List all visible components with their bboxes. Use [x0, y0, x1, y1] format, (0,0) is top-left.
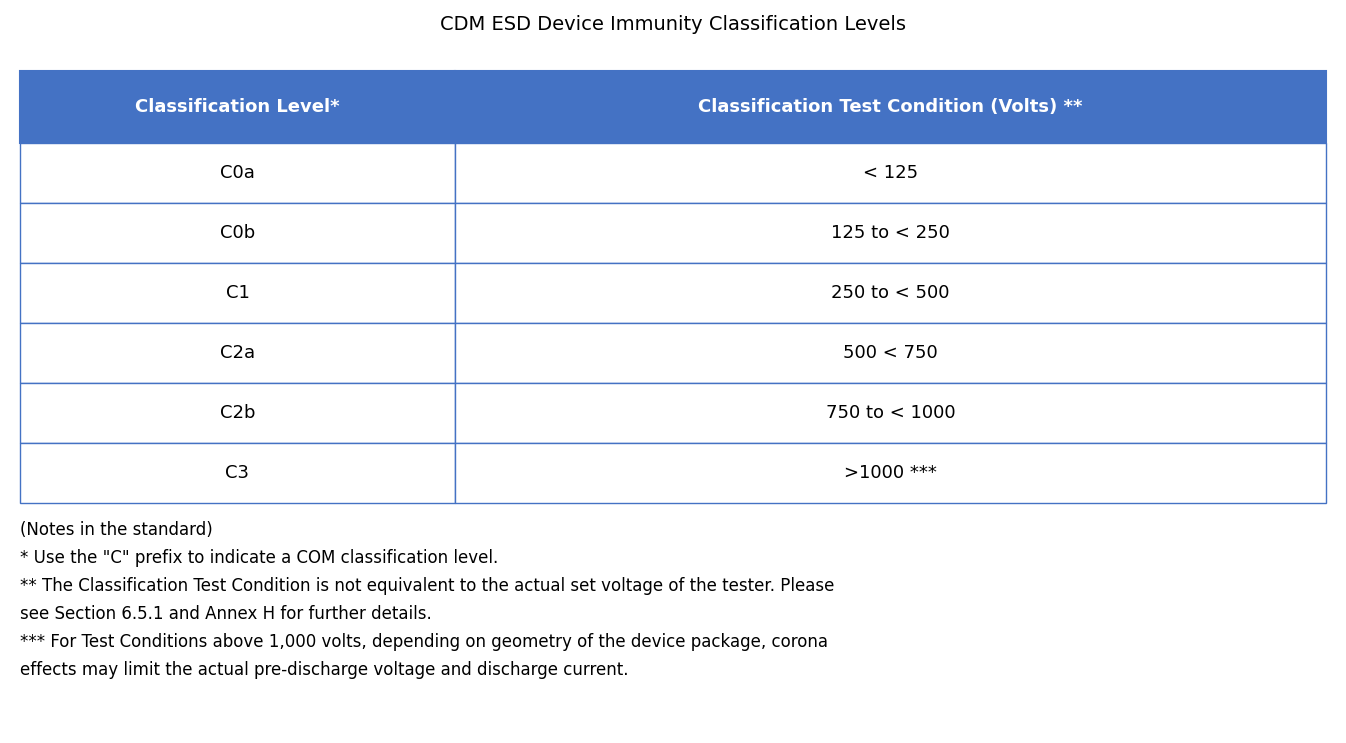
Text: effects may limit the actual pre-discharge voltage and discharge current.: effects may limit the actual pre-dischar… [20, 661, 629, 679]
Text: ** The Classification Test Condition is not equivalent to the actual set voltage: ** The Classification Test Condition is … [20, 577, 835, 595]
Bar [455, 143, 1326, 203]
Text: 500 < 750: 500 < 750 [843, 344, 938, 362]
Bar [20, 203, 455, 263]
Text: see Section 6.5.1 and Annex H for further details.: see Section 6.5.1 and Annex H for furthe… [20, 605, 432, 623]
Bar [455, 203, 1326, 263]
Text: *** For Test Conditions above 1,000 volts, depending on geometry of the device p: *** For Test Conditions above 1,000 volt… [20, 633, 828, 651]
Text: C1: C1 [226, 284, 249, 302]
Bar [455, 323, 1326, 383]
Bar [20, 71, 455, 143]
Text: CDM ESD Device Immunity Classification Levels: CDM ESD Device Immunity Classification L… [440, 15, 906, 34]
Text: 250 to < 500: 250 to < 500 [832, 284, 950, 302]
Bar [20, 143, 455, 203]
Text: C2a: C2a [219, 344, 254, 362]
Text: Classification Test Condition (Volts) **: Classification Test Condition (Volts) ** [699, 98, 1082, 116]
Text: C3: C3 [225, 464, 249, 482]
Text: 750 to < 1000: 750 to < 1000 [825, 404, 956, 422]
Text: C0b: C0b [219, 224, 256, 242]
Bar [20, 323, 455, 383]
Bar [455, 383, 1326, 443]
Text: >1000 ***: >1000 *** [844, 464, 937, 482]
Bar [20, 383, 455, 443]
Bar [455, 443, 1326, 503]
Bar [455, 71, 1326, 143]
Text: C0a: C0a [219, 164, 254, 182]
Text: < 125: < 125 [863, 164, 918, 182]
Text: Classification Level*: Classification Level* [135, 98, 339, 116]
Bar [20, 443, 455, 503]
Bar [20, 263, 455, 323]
Text: (Notes in the standard): (Notes in the standard) [20, 521, 213, 539]
Text: 125 to < 250: 125 to < 250 [830, 224, 950, 242]
Text: C2b: C2b [219, 404, 256, 422]
Bar [455, 263, 1326, 323]
Text: * Use the "C" prefix to indicate a COM classification level.: * Use the "C" prefix to indicate a COM c… [20, 549, 498, 567]
